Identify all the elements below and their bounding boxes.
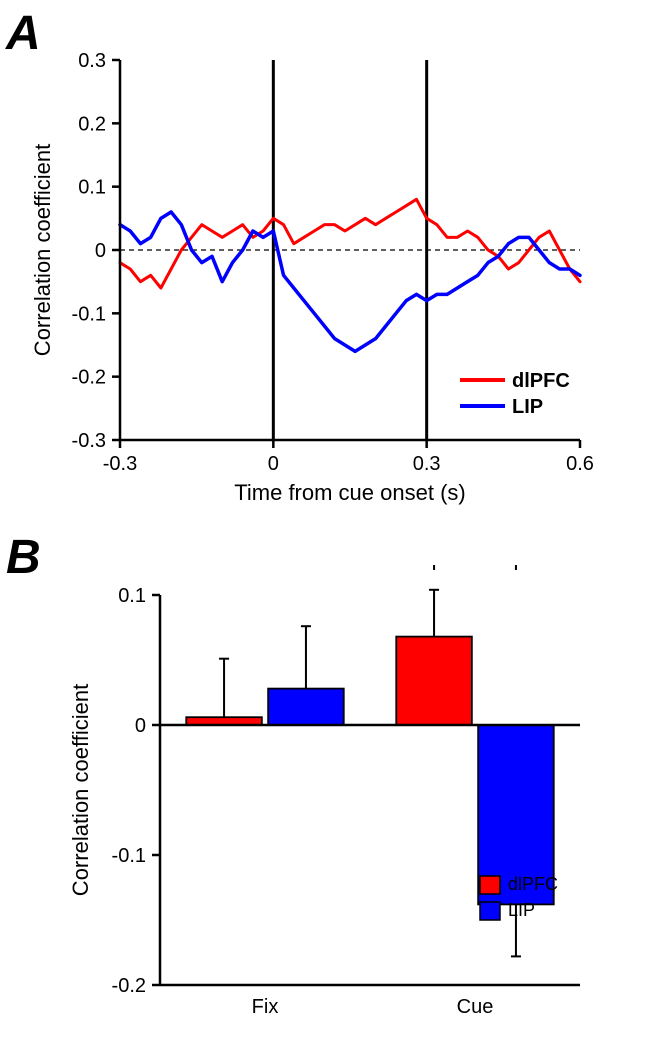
panel-b-chart: FixCue**-0.2-0.100.1Correlation coeffici… (0, 565, 640, 1060)
svg-text:-0.3: -0.3 (72, 430, 106, 452)
svg-text:Cue: Cue (457, 996, 494, 1018)
svg-text:0: 0 (268, 453, 279, 475)
svg-text:0.2: 0.2 (78, 113, 106, 135)
svg-text:Time from cue onset (s): Time from cue onset (s) (234, 480, 465, 505)
svg-text:Correlation coefficient: Correlation coefficient (30, 144, 55, 356)
svg-text:-0.3: -0.3 (103, 453, 137, 475)
svg-text:dlPFC: dlPFC (512, 370, 570, 392)
svg-text:dlPFC: dlPFC (508, 874, 558, 894)
panel-a-chart: -0.3 -0.2 -0.1 0 0.1 0.2 0.3 -0.3 0 0.3 0.6 Time fr… (0, 20, 620, 525)
svg-text:Correlation coefficient: Correlation coefficient (68, 684, 93, 896)
svg-text:Fix: Fix (252, 996, 279, 1018)
svg-text:0.1: 0.1 (118, 585, 146, 607)
svg-text:LIP: LIP (508, 900, 535, 920)
svg-text:0.1: 0.1 (78, 177, 106, 199)
svg-text:0: 0 (95, 240, 106, 262)
svg-text:-0.2: -0.2 (112, 975, 146, 997)
svg-text:-0.1: -0.1 (72, 303, 106, 325)
svg-text:-0.2: -0.2 (72, 367, 106, 389)
svg-text:0.3: 0.3 (413, 453, 441, 475)
svg-text:LIP: LIP (512, 396, 543, 418)
svg-text:0.6: 0.6 (566, 453, 594, 475)
svg-text:0: 0 (135, 715, 146, 737)
svg-text:-0.1: -0.1 (112, 845, 146, 867)
svg-text:0.3: 0.3 (78, 50, 106, 72)
